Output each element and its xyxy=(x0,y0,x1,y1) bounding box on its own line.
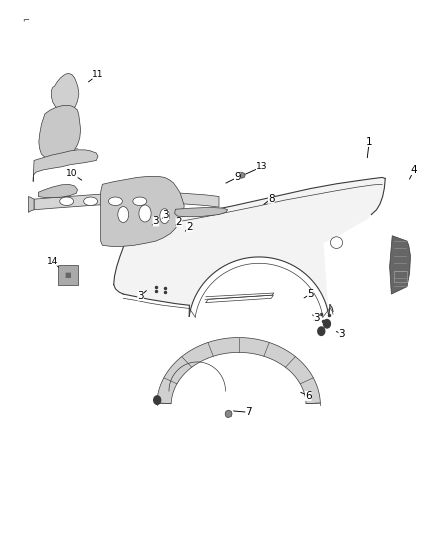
Text: 5: 5 xyxy=(307,289,314,299)
Text: 3: 3 xyxy=(339,329,345,340)
Polygon shape xyxy=(33,150,98,182)
Ellipse shape xyxy=(133,197,147,206)
Polygon shape xyxy=(51,74,79,114)
Text: ⌐: ⌐ xyxy=(22,16,29,25)
Polygon shape xyxy=(34,192,219,210)
Circle shape xyxy=(318,327,325,335)
Polygon shape xyxy=(101,176,184,246)
Polygon shape xyxy=(114,177,385,316)
Text: 2: 2 xyxy=(176,217,182,227)
Polygon shape xyxy=(237,172,245,179)
Text: 6: 6 xyxy=(305,391,311,401)
Text: 7: 7 xyxy=(245,407,252,417)
Polygon shape xyxy=(28,197,34,213)
Text: 3: 3 xyxy=(152,216,159,227)
Ellipse shape xyxy=(160,209,170,223)
Ellipse shape xyxy=(109,197,122,206)
Ellipse shape xyxy=(84,197,98,206)
Text: 9: 9 xyxy=(234,172,240,182)
Polygon shape xyxy=(39,106,81,160)
Polygon shape xyxy=(175,208,228,216)
Text: 13: 13 xyxy=(256,163,268,171)
Text: 14: 14 xyxy=(47,257,58,265)
Text: 10: 10 xyxy=(66,169,78,178)
Text: 4: 4 xyxy=(411,165,417,175)
Text: 3: 3 xyxy=(162,210,169,220)
Polygon shape xyxy=(390,236,410,294)
Polygon shape xyxy=(39,184,78,198)
Polygon shape xyxy=(157,337,320,403)
Text: 3: 3 xyxy=(314,313,320,324)
Circle shape xyxy=(323,319,330,328)
Ellipse shape xyxy=(60,197,74,206)
Circle shape xyxy=(154,396,161,405)
Text: ■: ■ xyxy=(65,272,71,278)
FancyBboxPatch shape xyxy=(58,265,78,285)
Ellipse shape xyxy=(118,207,129,222)
Text: 8: 8 xyxy=(268,193,275,204)
Text: 1: 1 xyxy=(366,137,372,147)
Text: 11: 11 xyxy=(92,70,104,79)
Text: 2: 2 xyxy=(186,222,193,232)
Text: 3: 3 xyxy=(138,290,144,301)
Polygon shape xyxy=(225,410,232,418)
Ellipse shape xyxy=(139,205,151,222)
